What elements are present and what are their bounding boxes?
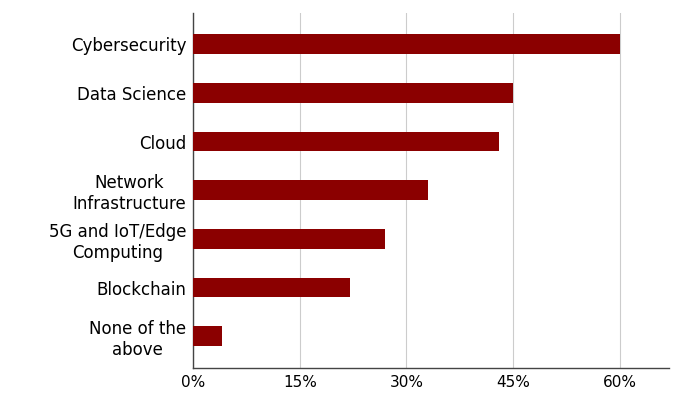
Bar — [193, 34, 620, 54]
Bar — [193, 83, 513, 102]
Bar — [193, 326, 221, 346]
Bar — [193, 132, 499, 151]
Bar — [193, 181, 428, 200]
Bar — [193, 278, 350, 297]
Bar — [193, 229, 385, 249]
